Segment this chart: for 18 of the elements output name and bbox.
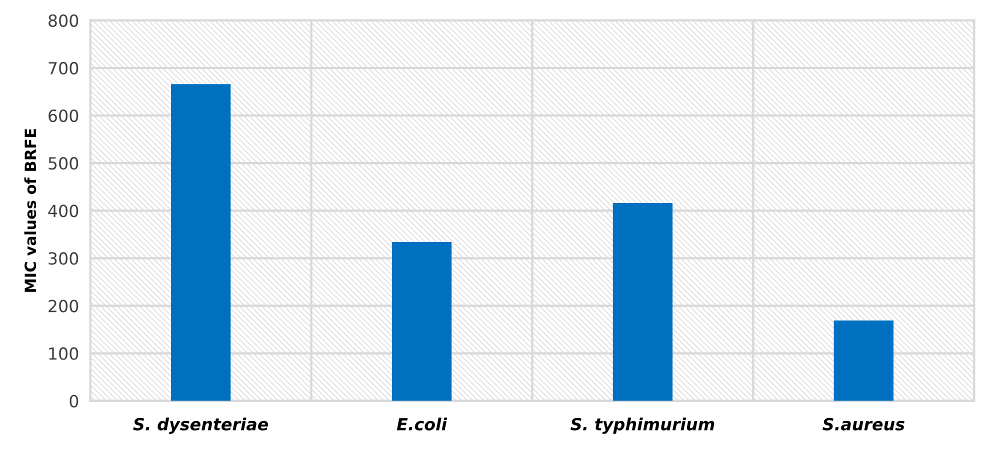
y-tick-label: 400	[48, 204, 78, 218]
x-tick-label: S.aureus	[822, 418, 904, 430]
y-tick-label: 500	[48, 157, 78, 170]
y-tick-label: 700	[48, 62, 78, 75]
x-tick-label: S. dysenteriae	[133, 418, 268, 434]
bar	[612, 203, 673, 401]
bar	[834, 320, 894, 401]
x-tick-label: E.coli	[396, 418, 448, 430]
y-axis-title: MIC values of BRFE	[24, 129, 36, 292]
bar	[170, 84, 231, 401]
y-tick-label: 300	[48, 252, 78, 265]
y-tick-label: 600	[48, 109, 78, 122]
y-tick-label: 0	[70, 394, 78, 408]
y-tick-label: 100	[49, 347, 78, 360]
y-tick-label: 800	[48, 14, 78, 27]
bar	[392, 242, 452, 401]
y-tick-label: 200	[48, 300, 78, 312]
x-tick-label: S. typhimurium	[570, 418, 714, 434]
